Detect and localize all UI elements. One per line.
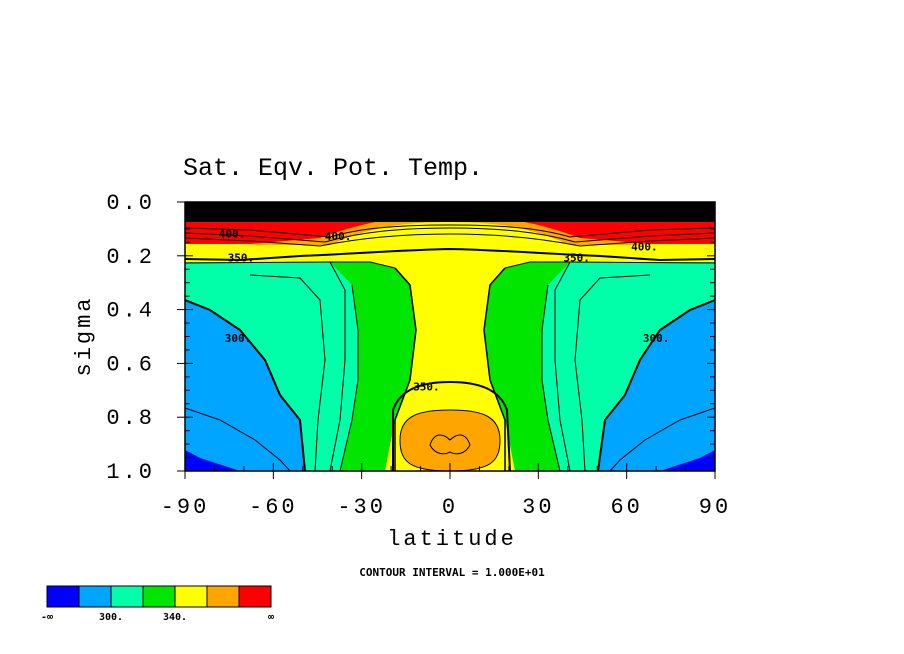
contour-interval-note: CONTOUR INTERVAL = 1.000E+01 bbox=[359, 566, 545, 579]
x-tick-label: 60 bbox=[610, 495, 642, 520]
chart-title: Sat. Eqv. Pot. Temp. bbox=[183, 154, 483, 183]
colorbar-label: 340. bbox=[163, 612, 187, 623]
x-tick-label: -30 bbox=[337, 495, 386, 520]
contour-line-350-top bbox=[185, 247, 715, 262]
contour-label: 400. bbox=[213, 211, 240, 224]
y-tick-label: 0.6 bbox=[106, 352, 155, 377]
contour-line bbox=[399, 409, 501, 471]
contour-line bbox=[504, 261, 715, 269]
colorbar-swatch bbox=[46, 585, 80, 608]
contour-label: 350. bbox=[563, 251, 590, 264]
colorbar-label: 300. bbox=[99, 612, 123, 623]
y-tick-label: 0.0 bbox=[106, 191, 155, 216]
contour-line-350-left bbox=[394, 267, 417, 471]
colorbar-swatch bbox=[238, 585, 272, 608]
fill-blue-se bbox=[660, 450, 715, 471]
colorbar-swatch bbox=[174, 585, 208, 608]
contour-label: 400. bbox=[631, 241, 658, 254]
contour-label: 350. bbox=[413, 381, 440, 394]
contour-labels: 400. 400. 400. 400. 350. 350. 300. 300. 350. bbox=[213, 211, 670, 394]
y-axis-label: sigma bbox=[72, 295, 97, 376]
contour-line bbox=[329, 261, 346, 471]
y-tick-label: 1.0 bbox=[106, 460, 155, 485]
contour-line bbox=[185, 227, 715, 243]
contour-label: 350. bbox=[228, 251, 255, 264]
contour-line-350-right bbox=[483, 267, 506, 471]
contour-line bbox=[339, 284, 359, 471]
x-tick-label: -90 bbox=[161, 495, 210, 520]
colorbar-swatch bbox=[206, 585, 240, 608]
y-tick-label: 0.8 bbox=[106, 406, 155, 431]
contour-label: 300. bbox=[643, 332, 670, 345]
contour-line-350-loop bbox=[392, 380, 511, 471]
contour-line bbox=[554, 261, 571, 471]
contour-lines bbox=[185, 224, 715, 471]
contour-line bbox=[249, 274, 326, 471]
contour-line bbox=[185, 233, 715, 247]
x-tick-label: 30 bbox=[522, 495, 554, 520]
contour-line-300-right bbox=[597, 299, 715, 471]
contour-label: 400. bbox=[219, 227, 246, 240]
contour-label: 300. bbox=[225, 332, 252, 345]
colorbar-label: ∞ bbox=[268, 612, 274, 623]
contour-line bbox=[574, 274, 651, 471]
fill-dense-top bbox=[185, 202, 715, 222]
x-tick-label: 90 bbox=[699, 495, 731, 520]
colorbar: -∞ 300. 340. ∞ bbox=[41, 585, 274, 623]
colorbar-swatch bbox=[110, 585, 144, 608]
axes: -90 -60 -30 0 30 60 90 0.0 0.2 0.4 0.6 0.8 1.0 bbox=[106, 191, 731, 520]
fill-yellow bbox=[185, 215, 715, 471]
x-axis-label: latitude bbox=[387, 527, 517, 552]
contour-fills bbox=[185, 202, 715, 471]
contour-line bbox=[185, 261, 396, 269]
contour-label: 400. bbox=[325, 230, 352, 243]
contour-line bbox=[185, 407, 291, 471]
x-tick-label: -60 bbox=[249, 495, 298, 520]
colorbar-swatch bbox=[78, 585, 112, 608]
contour-line-300-left bbox=[185, 299, 306, 471]
contour-line bbox=[609, 407, 715, 471]
x-tick-label: 0 bbox=[442, 495, 458, 520]
fill-blue-sw bbox=[185, 450, 240, 471]
contour-line bbox=[541, 284, 561, 471]
colorbar-swatch bbox=[142, 585, 176, 608]
y-tick-label: 0.4 bbox=[106, 299, 155, 324]
contour-line bbox=[429, 434, 471, 455]
colorbar-label: -∞ bbox=[41, 612, 53, 623]
contour-line bbox=[185, 224, 715, 238]
y-tick-label: 0.2 bbox=[106, 245, 155, 270]
